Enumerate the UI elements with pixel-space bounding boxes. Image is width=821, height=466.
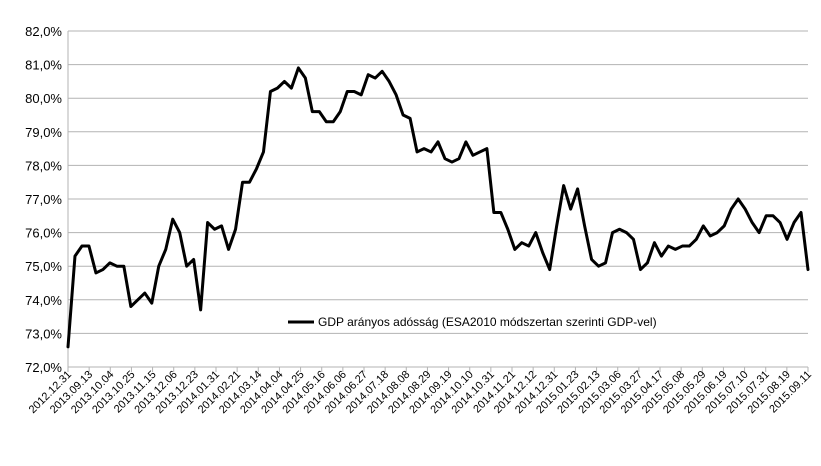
series-line (66, 66, 810, 349)
y-tick-label: 77,0% (25, 192, 62, 207)
y-tick-label: 76,0% (25, 226, 62, 241)
y-tick-label: 81,0% (25, 58, 62, 73)
y-tick-label: 72,0% (25, 360, 62, 375)
y-tick-label: 80,0% (25, 91, 62, 106)
y-tick-label: 74,0% (25, 293, 62, 308)
y-tick-label: 73,0% (25, 326, 62, 341)
grid-lines (68, 30, 808, 368)
y-tick-label: 78,0% (25, 158, 62, 173)
y-tick-label: 75,0% (25, 259, 62, 274)
y-tick-label: 79,0% (25, 125, 62, 140)
y-axis: 72,0% 73,0% 74,0% 75,0% 76,0% 77,0% 78,0% 79,0%… (25, 24, 69, 375)
legend: GDP arányos adósság (ESA2010 módszertan … (288, 315, 657, 329)
series-layer (66, 66, 810, 349)
legend-label: GDP arányos adósság (ESA2010 módszertan … (318, 315, 657, 329)
x-axis: 2012.12.312013.09.132013.10.042013.10.25… (27, 367, 814, 416)
y-tick-label: 82,0% (25, 24, 62, 39)
